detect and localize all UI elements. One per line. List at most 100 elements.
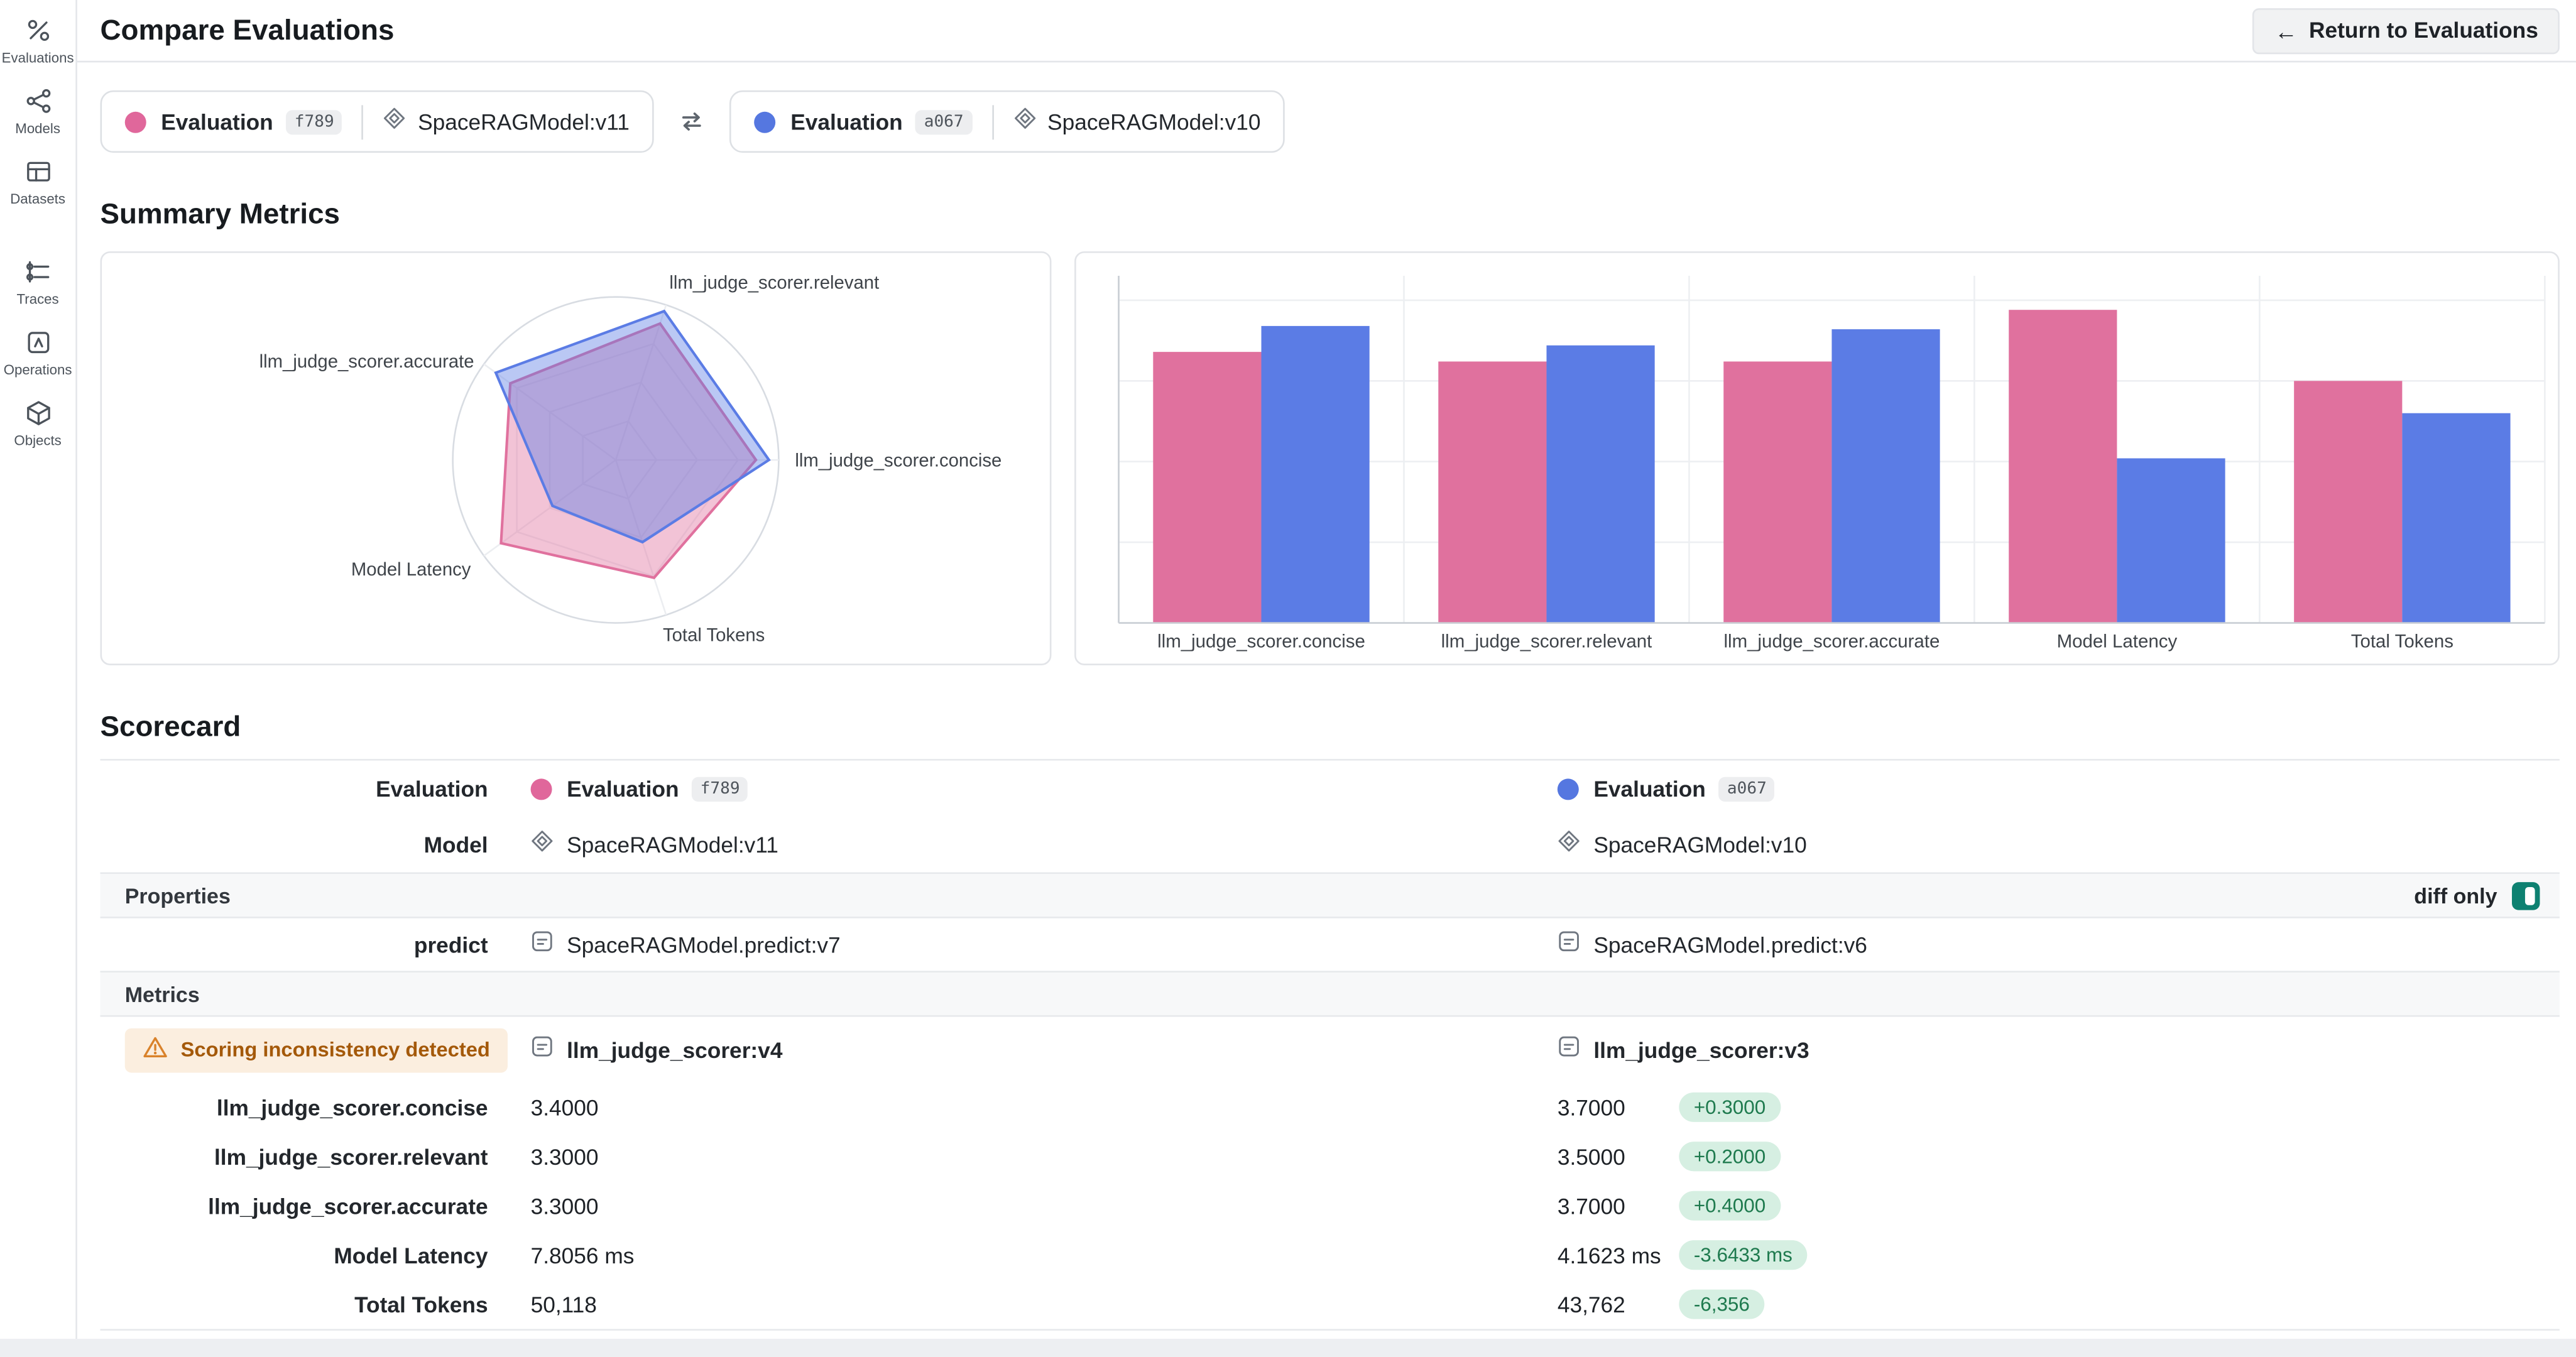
metric-value-left: 7.8056 ms	[530, 1243, 635, 1268]
svg-text:llm_judge_scorer.accurate: llm_judge_scorer.accurate	[259, 351, 474, 372]
models-icon	[24, 87, 52, 115]
metric-delta-badge: +0.2000	[1679, 1142, 1781, 1172]
scoring-warning-cell: Scoring inconsistency detected	[101, 1027, 508, 1072]
radar-chart-panel: llm_judge_scorer.concise llm_judge_scorer…	[100, 251, 1052, 665]
scorer-ref-name: llm_judge_scorer:v3	[1593, 1037, 1809, 1062]
sidebar-item-label: Datasets	[10, 190, 65, 207]
metric-row-total-tokens: Total Tokens 50,118 43,762 -6,356	[101, 1280, 2560, 1329]
scorecard-model-row: Model SpaceRAGModel:v11	[101, 817, 2560, 873]
warning-triangle-icon	[143, 1035, 167, 1064]
op-icon	[1558, 1034, 1581, 1065]
metric-row-relevant: llm_judge_scorer.relevant 3.3000 3.5000 …	[101, 1132, 2560, 1181]
sidebar-item-label: Objects	[14, 432, 62, 449]
sidebar-item-datasets[interactable]: Datasets	[2, 158, 74, 207]
metric-label: llm_judge_scorer.relevant	[214, 1144, 488, 1169]
op-icon	[531, 929, 554, 961]
scorecard-heading: Scorecard	[100, 709, 241, 743]
back-arrow-icon: ←	[2274, 17, 2298, 44]
evaluation-name: Evaluation	[790, 109, 903, 134]
model-name: SpaceRAGModel:v10	[1047, 109, 1261, 134]
svg-text:Model Latency: Model Latency	[2057, 631, 2178, 652]
evaluations-icon	[24, 16, 52, 44]
row-label: Model	[423, 832, 488, 857]
op-ref-name: SpaceRAGModel.predict:v7	[567, 932, 841, 957]
swap-evaluations-icon[interactable]	[677, 107, 707, 136]
bar-chart-panel: llm_judge_scorer.concise llm_judge_scorer…	[1074, 251, 2560, 665]
metric-value-right: 4.1623 ms	[1557, 1243, 1661, 1268]
comparison-bar: Evaluation f789 SpaceRAGModel:v11	[100, 90, 2560, 153]
sidebar-item-label: Models	[15, 119, 60, 137]
svg-text:Model Latency: Model Latency	[351, 559, 471, 580]
svg-text:llm_judge_scorer.concise: llm_judge_scorer.concise	[1157, 631, 1365, 652]
metric-value-left: 3.4000	[530, 1094, 599, 1120]
bar-chart: llm_judge_scorer.concise llm_judge_scorer…	[1118, 275, 2546, 652]
sidebar: Evaluations Models Datasets	[0, 0, 77, 1339]
row-label: predict	[413, 932, 488, 957]
scorecard-evaluation-row: Evaluation Evaluation f789 Evaluation a0…	[101, 761, 2560, 817]
sidebar-item-operations[interactable]: Operations	[2, 329, 74, 378]
sidebar-item-label: Traces	[16, 290, 59, 307]
evaluation-ref-right[interactable]: Evaluation a067	[1557, 776, 2560, 801]
svg-text:Total Tokens: Total Tokens	[2351, 631, 2453, 652]
page-title: Compare Evaluations	[100, 13, 395, 46]
sidebar-item-objects[interactable]: Objects	[2, 399, 74, 449]
divider	[362, 104, 364, 139]
metric-label: llm_judge_scorer.concise	[216, 1094, 488, 1120]
sidebar-item-evaluations[interactable]: Evaluations	[1, 16, 74, 66]
sidebar-item-traces[interactable]: Traces	[2, 258, 74, 307]
scorer-ref-left[interactable]: llm_judge_scorer:v4	[531, 1034, 1558, 1065]
section-title: Properties	[124, 883, 231, 908]
metric-delta-badge: -3.6433 ms	[1679, 1240, 1808, 1270]
metric-value-right: 3.5000	[1557, 1144, 1625, 1169]
svg-text:Total Tokens: Total Tokens	[663, 624, 765, 645]
evaluation-id-badge: f789	[286, 109, 342, 134]
model-ref-right[interactable]: SpaceRAGModel:v10	[1558, 829, 2560, 860]
evaluation-name: Evaluation	[567, 776, 679, 801]
evaluation-name: Evaluation	[161, 109, 273, 134]
metrics-section-header: Metrics	[100, 971, 2560, 1017]
op-ref-right[interactable]: SpaceRAGModel.predict:v6	[1558, 929, 2560, 961]
diff-only-toggle[interactable]	[2512, 881, 2540, 910]
scorecard-scorer-row: Scoring inconsistency detected llm_judge…	[101, 1017, 2560, 1083]
metric-delta-badge: -6,356	[1679, 1289, 1765, 1319]
model-diamond-icon	[383, 106, 407, 138]
evaluation-pill-right[interactable]: Evaluation a067 SpaceRAGModel:v10	[729, 90, 1285, 153]
metric-value-left: 50,118	[530, 1292, 597, 1317]
summary-metrics-charts: llm_judge_scorer.concise llm_judge_scorer…	[100, 251, 2560, 665]
metric-value-right: 3.7000	[1557, 1094, 1625, 1120]
metric-row-accurate: llm_judge_scorer.accurate 3.3000 3.7000 …	[101, 1181, 2560, 1230]
evaluation-color-dot	[754, 111, 776, 133]
sidebar-item-label: Evaluations	[1, 49, 74, 66]
evaluation-id-badge: a067	[1718, 776, 1775, 801]
evaluation-id-badge: f789	[692, 776, 748, 801]
toggle-knob	[2524, 886, 2535, 905]
metric-row-concise: llm_judge_scorer.concise 3.4000 3.7000 +…	[101, 1082, 2560, 1131]
metric-value-left: 3.3000	[530, 1193, 599, 1218]
diff-only-label: diff only	[2414, 883, 2497, 908]
return-button-label: Return to Evaluations	[2309, 18, 2538, 43]
metric-delta-badge: +0.3000	[1679, 1092, 1781, 1122]
model-ref-left[interactable]: SpaceRAGModel:v11	[531, 829, 1558, 860]
metric-value-left: 3.3000	[530, 1144, 599, 1169]
evaluation-ref-left[interactable]: Evaluation f789	[530, 776, 1558, 801]
datasets-icon	[24, 158, 52, 185]
scorecard-table: Evaluation Evaluation f789 Evaluation a0…	[100, 759, 2560, 1331]
scoring-inconsistency-warning: Scoring inconsistency detected	[124, 1027, 508, 1072]
sidebar-item-models[interactable]: Models	[2, 87, 74, 136]
model-diamond-icon	[531, 829, 554, 860]
scorer-ref-name: llm_judge_scorer:v4	[567, 1037, 783, 1062]
svg-text:llm_judge_scorer.relevant: llm_judge_scorer.relevant	[1441, 631, 1652, 652]
return-to-evaluations-button[interactable]: ← Return to Evaluations	[2253, 7, 2560, 53]
op-icon	[531, 1034, 554, 1065]
row-label: Evaluation	[376, 776, 488, 801]
sidebar-item-label: Operations	[3, 361, 72, 378]
scorer-ref-right[interactable]: llm_judge_scorer:v3	[1558, 1034, 2560, 1065]
evaluation-pill-left[interactable]: Evaluation f789 SpaceRAGModel:v11	[100, 90, 655, 153]
metric-value-right: 43,762	[1557, 1292, 1625, 1317]
evaluation-color-dot	[530, 778, 552, 800]
op-ref-left[interactable]: SpaceRAGModel.predict:v7	[531, 929, 1558, 961]
svg-text:llm_judge_scorer.relevant: llm_judge_scorer.relevant	[669, 272, 879, 293]
model-name: SpaceRAGModel:v11	[418, 109, 630, 134]
objects-icon	[24, 399, 52, 427]
